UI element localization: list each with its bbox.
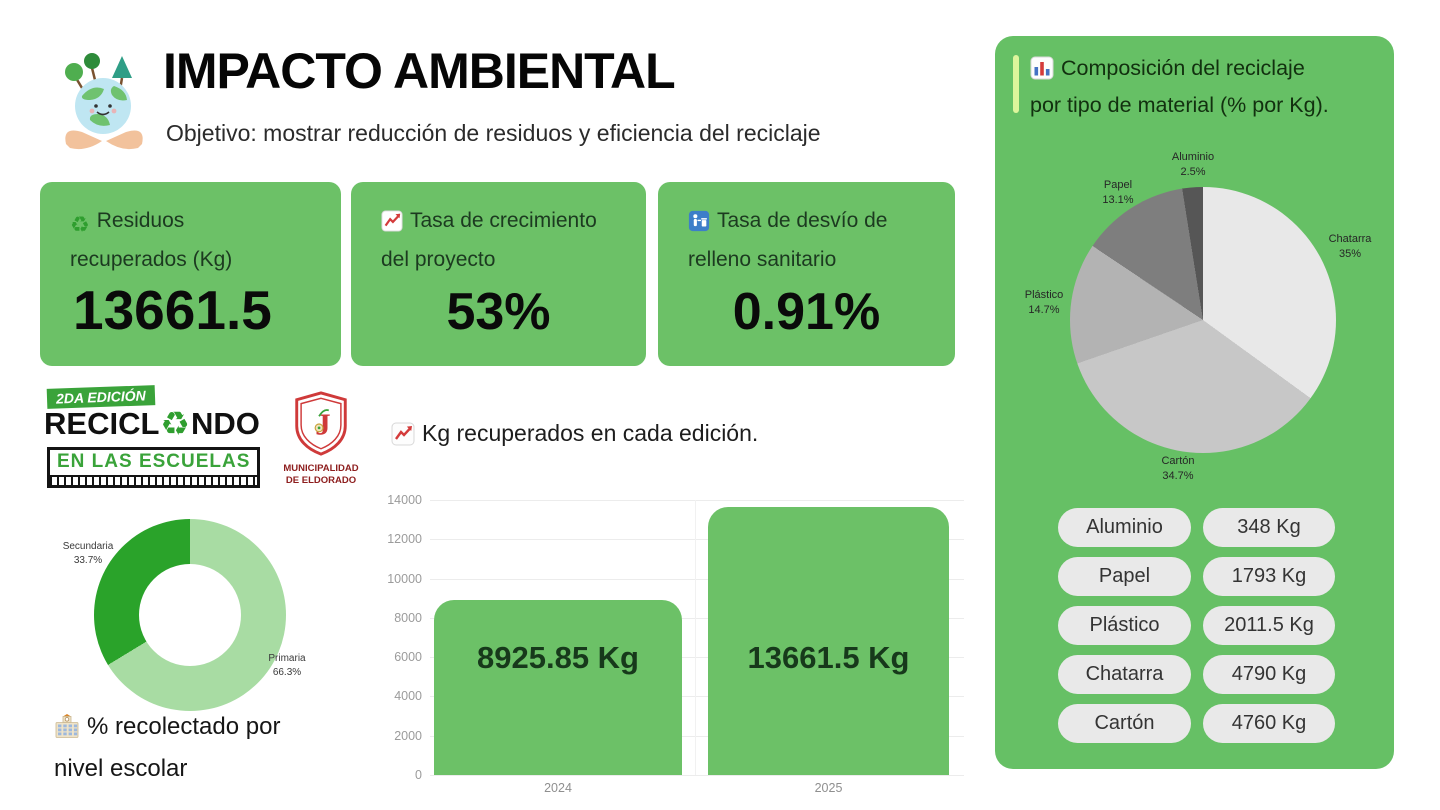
- en-las-escuelas-box: EN LAS ESCUELAS: [47, 447, 261, 488]
- gridline: [430, 617, 964, 619]
- page-subtitle: Objetivo: mostrar reducción de residuos …: [166, 120, 821, 146]
- shield-icon: J: [295, 391, 347, 456]
- donut-chart: [94, 519, 286, 711]
- gridline: [430, 775, 964, 776]
- material-row: Papel 1793 Kg: [1058, 557, 1335, 596]
- municipality-logo: J MUNICIPALIDAD DE ELDORADO: [280, 391, 362, 487]
- kpi-value-desvio: 0.91%: [732, 283, 881, 341]
- page-title: IMPACTO AMBIENTAL: [163, 43, 676, 99]
- y-axis-tick: 6000: [394, 650, 422, 665]
- gridline: [430, 500, 964, 501]
- material-row: Aluminio 348 Kg: [1058, 508, 1335, 547]
- donut-label-secundaria: Secundaria 33.7%: [62, 541, 114, 566]
- material-row: Cartón 4760 Kg: [1058, 704, 1335, 743]
- bar-2025: [708, 506, 949, 775]
- y-axis-tick: 12000: [387, 532, 422, 547]
- material-value-pill: 2011.5 Kg: [1203, 606, 1335, 645]
- gridline: [430, 735, 964, 737]
- en-las-escuelas-label: EN LAS ESCUELAS: [57, 451, 251, 472]
- kpi-value-residuos: 13661.5: [73, 279, 272, 341]
- x-axis-tick: 2024: [544, 781, 572, 795]
- material-name-pill: Cartón: [1058, 704, 1191, 743]
- kpi-value-crecimiento: 53%: [446, 283, 551, 341]
- pie-label-carton: Cartón 34.7%: [1161, 455, 1195, 482]
- recycle-icon: ♻: [70, 213, 90, 238]
- chart-increasing-icon: [381, 209, 403, 243]
- bar-value-label: 13661.5 Kg: [747, 640, 910, 675]
- bar-value-label: 8925.85 Kg: [477, 640, 639, 675]
- y-axis-tick: 4000: [394, 689, 422, 704]
- pie-label-papel: Papel 13.1%: [1102, 179, 1134, 206]
- material-name-pill: Papel: [1058, 557, 1191, 596]
- kpi-card-residuos: ♻ Residuos recuperados (Kg) 13661.5: [40, 182, 341, 366]
- recycle-icon: ♻: [160, 404, 190, 443]
- pie-label-plastico: Plástico 14.7%: [1024, 289, 1064, 316]
- chart-increasing-icon: [391, 422, 415, 452]
- school-icon: [54, 713, 80, 750]
- litter-bin-icon: [688, 209, 710, 243]
- kpi-card-crecimiento: Tasa de crecimiento del proyecto 53%: [351, 182, 646, 366]
- material-row: Plástico 2011.5 Kg: [1058, 606, 1335, 645]
- gridline: [430, 578, 964, 580]
- kpi-label: ♻ Residuos recuperados (Kg): [70, 209, 233, 272]
- y-axis-tick: 2000: [394, 728, 422, 743]
- y-axis-tick: 14000: [387, 493, 422, 507]
- earth-in-hands-icon: [56, 48, 152, 158]
- material-name-pill: Aluminio: [1058, 508, 1191, 547]
- kpi-label: Tasa de desvío de relleno sanitario: [688, 209, 888, 271]
- reciclando-logo: RECICL ♻ NDO: [44, 404, 260, 443]
- material-value-pill: 348 Kg: [1203, 508, 1335, 547]
- accent-bar: [1013, 55, 1019, 113]
- bar-chart-icon: [1030, 56, 1054, 89]
- donut-caption: % recolectado por nivel escolar: [54, 713, 281, 783]
- donut-label-primaria: Primaria 66.3%: [268, 653, 306, 678]
- material-value-pill: 4760 Kg: [1203, 704, 1335, 743]
- y-axis-tick: 10000: [387, 571, 422, 586]
- bar-chart-plot: 0 2000 4000 6000 8000 10000 12000 14000 8925.85 …: [380, 493, 968, 795]
- gridline: [430, 696, 964, 698]
- municipality-name: MUNICIPALIDAD DE ELDORADO: [283, 463, 359, 486]
- materials-list: Aluminio 348 Kg Papel 1793 Kg Plástico 2011.5…: [1058, 508, 1335, 743]
- material-value-pill: 4790 Kg: [1203, 655, 1335, 694]
- panel-title: Composición del reciclaje por tipo de ma…: [1030, 56, 1329, 118]
- material-row: Chatarra 4790 Kg: [1058, 655, 1335, 694]
- pie-label-chatarra: Chatarra 35%: [1328, 233, 1372, 260]
- pie-chart: [1070, 187, 1336, 453]
- pie-label-aluminio: Aluminio 2.5%: [1171, 151, 1215, 178]
- material-value-pill: 1793 Kg: [1203, 557, 1335, 596]
- gridline: [430, 657, 964, 659]
- material-name-pill: Chatarra: [1058, 655, 1191, 694]
- y-axis-tick: 0: [415, 768, 422, 782]
- kpi-label: Tasa de crecimiento del proyecto: [381, 209, 597, 271]
- material-name-pill: Plástico: [1058, 606, 1191, 645]
- composition-panel: Composición del reciclaje por tipo de ma…: [995, 36, 1394, 769]
- ruler-graphic: [50, 475, 258, 485]
- gridline: [430, 539, 964, 541]
- kpi-card-desvio: Tasa de desvío de relleno sanitario 0.91…: [658, 182, 955, 366]
- bar-chart-title: Kg recuperados en cada edición.: [391, 420, 758, 452]
- y-axis-tick: 8000: [394, 610, 422, 625]
- x-axis-tick: 2025: [814, 781, 843, 795]
- bar-2024: [434, 599, 682, 775]
